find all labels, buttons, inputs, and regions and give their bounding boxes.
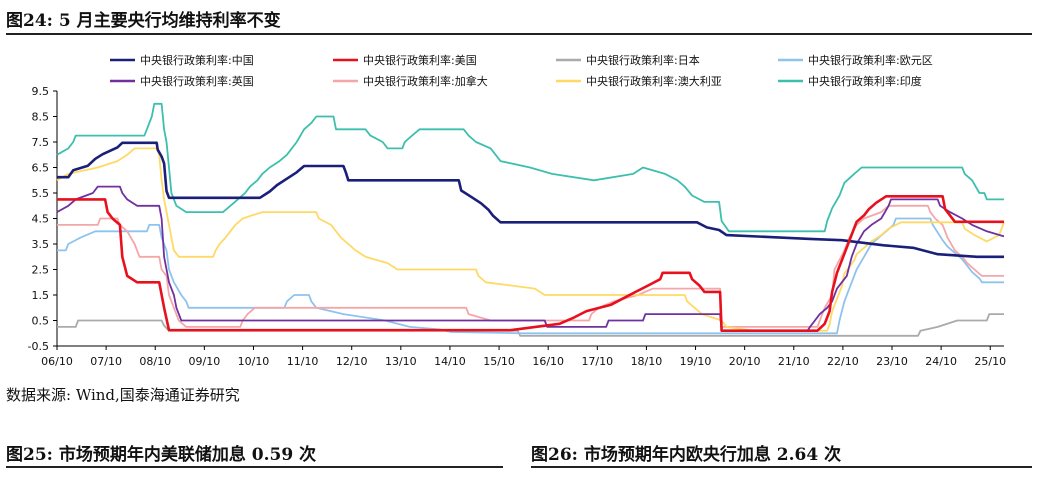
y-tick-label: 4.5 bbox=[32, 213, 50, 226]
y-tick-label: 0.5 bbox=[32, 315, 50, 328]
x-tick-label: 08/10 bbox=[139, 355, 171, 368]
x-tick-label: 14/10 bbox=[434, 355, 466, 368]
legend-label: 中央银行政策利率:中国 bbox=[140, 53, 254, 67]
y-tick-label: 7.5 bbox=[32, 136, 50, 149]
figure-26-rule bbox=[531, 466, 1032, 468]
legend-label: 中央银行政策利率:欧元区 bbox=[808, 53, 933, 67]
x-tick-label: 19/10 bbox=[680, 355, 712, 368]
legend-label: 中央银行政策利率:澳大利亚 bbox=[586, 74, 722, 88]
y-tick-label: 8.5 bbox=[32, 111, 50, 124]
x-tick-label: 07/10 bbox=[90, 355, 122, 368]
x-tick-label: 17/10 bbox=[581, 355, 613, 368]
y-tick-label: 3.5 bbox=[32, 238, 50, 251]
chart-series bbox=[56, 102, 1005, 337]
x-tick-label: 15/10 bbox=[483, 355, 515, 368]
y-tick-label: 1.5 bbox=[32, 289, 50, 302]
figure-25-rule bbox=[6, 466, 503, 468]
y-tick-label: 6.5 bbox=[32, 162, 50, 175]
figure-26-title: 图26: 市场预期年内欧央行加息 2.64 次 bbox=[531, 445, 842, 465]
legend-label: 中央银行政策利率:英国 bbox=[140, 74, 254, 88]
data-source: 数据来源: Wind,国泰海通证券研究 bbox=[6, 386, 240, 404]
x-tick-label: 18/10 bbox=[631, 355, 663, 368]
x-tick-label: 11/10 bbox=[287, 355, 319, 368]
x-tick-label: 25/10 bbox=[974, 355, 1006, 368]
series-line-6 bbox=[56, 147, 1005, 332]
legend-label: 中央银行政策利率:美国 bbox=[363, 53, 477, 67]
y-tick-label: 9.5 bbox=[32, 85, 50, 98]
x-tick-label: 20/10 bbox=[729, 355, 761, 368]
chart-legend: 中央银行政策利率:中国 中央银行政策利率:美国 中央银行政策利率:日本 中央银行政策利… bbox=[110, 53, 933, 88]
y-tick-label: 5.5 bbox=[32, 187, 50, 200]
series-line-1 bbox=[57, 195, 1004, 332]
y-tick-label: 2.5 bbox=[32, 264, 50, 277]
x-tick-label: 22/10 bbox=[827, 355, 859, 368]
title-rule bbox=[6, 33, 1032, 35]
y-tick-label: -0.5 bbox=[28, 340, 49, 353]
series-line-0 bbox=[57, 141, 1004, 259]
x-tick-label: 16/10 bbox=[532, 355, 564, 368]
legend-label: 中央银行政策利率:印度 bbox=[808, 74, 922, 88]
x-tick-label: 23/10 bbox=[876, 355, 908, 368]
line-chart: 中央银行政策利率:中国 中央银行政策利率:美国 中央银行政策利率:日本 中央银行政策利… bbox=[28, 53, 1007, 368]
x-tick-label: 06/10 bbox=[41, 355, 73, 368]
x-tick-label: 24/10 bbox=[925, 355, 957, 368]
x-tick-label: 12/10 bbox=[336, 355, 368, 368]
series-line-2 bbox=[57, 313, 1004, 337]
series-line-7 bbox=[56, 102, 1004, 233]
x-tick-label: 21/10 bbox=[778, 355, 810, 368]
x-tick-label: 13/10 bbox=[385, 355, 417, 368]
chart-axes: 9.5 8.5 7.5 6.5 5.5 4.5 3.5 2.5 1.5 0.5 -0.5 06/10 0… bbox=[28, 85, 1007, 368]
x-tick-label: 10/10 bbox=[238, 355, 270, 368]
legend-label: 中央银行政策利率:日本 bbox=[586, 53, 700, 67]
figure-title: 图24: 5 月主要央行均维持利率不变 bbox=[6, 11, 281, 31]
figure-25-title: 图25: 市场预期年内美联储加息 0.59 次 bbox=[6, 445, 317, 465]
x-tick-label: 09/10 bbox=[189, 355, 221, 368]
legend-label: 中央银行政策利率:加拿大 bbox=[363, 74, 488, 88]
series-line-5 bbox=[57, 204, 1004, 328]
